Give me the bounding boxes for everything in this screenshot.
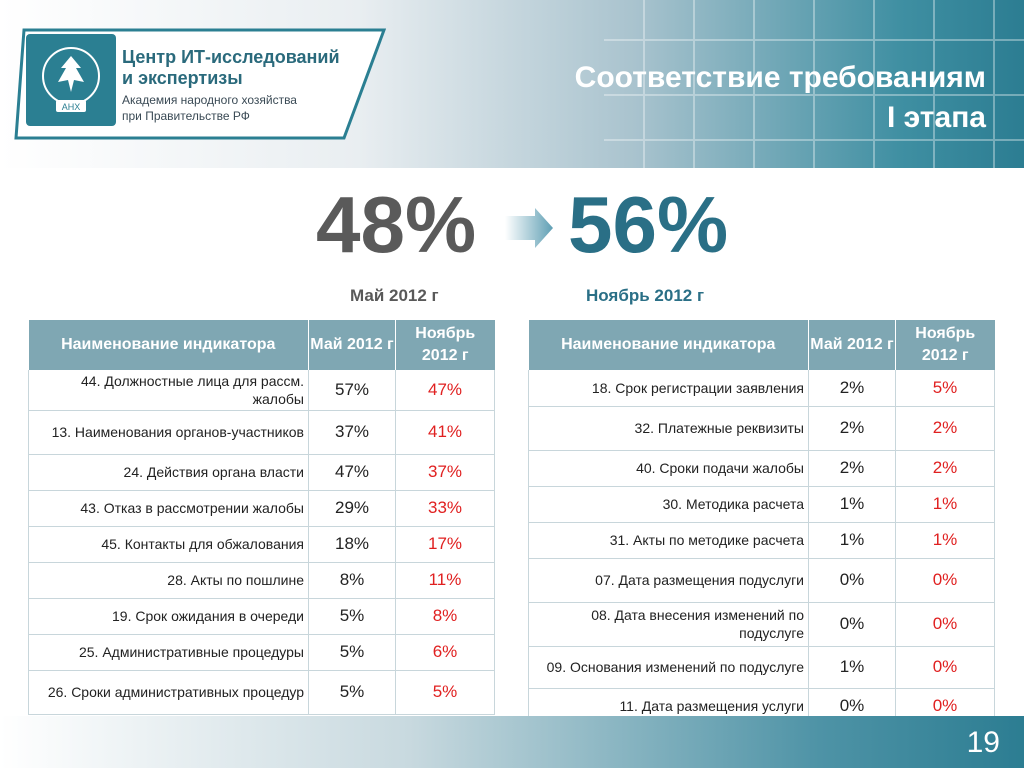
indicator-name: 18. Срок регистрации заявления: [528, 370, 809, 407]
nov-value: 0%: [895, 646, 995, 689]
from-label: Май 2012 г: [350, 286, 439, 305]
may-value: 0%: [808, 602, 896, 647]
nov-value: 6%: [395, 634, 495, 671]
nov-value: 2%: [895, 450, 995, 487]
nov-value: 0%: [895, 558, 995, 603]
indicator-name: 32. Платежные реквизиты: [528, 406, 809, 451]
from-percentage: 48%: [316, 180, 477, 269]
slide-title: Соответствие требованиям I этапа: [575, 58, 986, 138]
nov-value: 8%: [395, 598, 495, 635]
slide-title-line2: I этапа: [886, 101, 986, 134]
may-value: 5%: [308, 634, 396, 671]
logo-subtitle-line2: при Правительстве РФ: [122, 109, 250, 123]
to-percentage: 56%: [568, 180, 729, 269]
may-value: 8%: [308, 562, 396, 599]
nov-value: 5%: [395, 670, 495, 715]
nov-value: 1%: [895, 486, 995, 523]
nov-value: 0%: [895, 602, 995, 647]
table-row: 07. Дата размещения подуслуги 0% 0%: [528, 558, 995, 603]
table-row: 32. Платежные реквизиты 2% 2%: [528, 406, 995, 451]
indicator-name: 30. Методика расчета: [528, 486, 809, 523]
nov-value: 11%: [395, 562, 495, 599]
may-value: 18%: [308, 526, 396, 563]
indicator-name: 19. Срок ожидания в очереди: [28, 598, 309, 635]
may-value: 1%: [808, 522, 896, 559]
table-row: 45. Контакты для обжалования 18% 17%: [28, 526, 495, 563]
indicator-name: 26. Сроки административных процедур: [28, 670, 309, 715]
indicator-name: 28. Акты по пошлине: [28, 562, 309, 599]
nov-value: 5%: [895, 370, 995, 407]
logo-title-line1: Центр ИТ-исследований: [122, 47, 340, 67]
table-row: 25. Административные процедуры 5% 6%: [28, 634, 495, 671]
indicator-name: 24. Действия органа власти: [28, 454, 309, 491]
indicator-name: 25. Административные процедуры: [28, 634, 309, 671]
col-header-may: Май 2012 г: [808, 320, 896, 370]
indicator-name: 45. Контакты для обжалования: [28, 526, 309, 563]
col-header-name: Наименование индикатора: [528, 320, 809, 370]
nov-value: 37%: [395, 454, 495, 491]
may-value: 47%: [308, 454, 396, 491]
col-header-nov: Ноябрь 2012 г: [895, 320, 995, 370]
indicator-name: 13. Наименования органов-участников: [28, 410, 309, 455]
indicator-name: 08. Дата внесения изменений по подуслуге: [528, 602, 809, 647]
indicator-name: 31. Акты по методике расчета: [528, 522, 809, 559]
may-value: 2%: [808, 450, 896, 487]
table-row: 24. Действия органа власти 47% 37%: [28, 454, 495, 491]
nov-value: 1%: [895, 522, 995, 559]
may-value: 2%: [808, 406, 896, 451]
emblem-icon: АНХ: [26, 34, 116, 126]
indicator-name: 43. Отказ в рассмотрении жалобы: [28, 490, 309, 527]
may-value: 29%: [308, 490, 396, 527]
indicators-table-left: Наименование индикатора Май 2012 г Ноябр…: [28, 320, 495, 715]
nov-value: 47%: [395, 370, 495, 411]
table-row: 26. Сроки административных процедур 5% 5%: [28, 670, 495, 715]
table-row: 13. Наименования органов-участников 37% 41…: [28, 410, 495, 455]
indicators-table-right: Наименование индикатора Май 2012 г Ноябр…: [528, 320, 995, 725]
svg-text:АНХ: АНХ: [62, 102, 81, 112]
may-value: 0%: [808, 558, 896, 603]
nov-value: 41%: [395, 410, 495, 455]
table-row: 08. Дата внесения изменений по подуслуге…: [528, 602, 995, 647]
nov-value: 17%: [395, 526, 495, 563]
arrow-right-icon: [505, 208, 553, 248]
to-label: Ноябрь 2012 г: [586, 286, 705, 305]
table-row: 44. Должностные лица для рассм. жалобы 57…: [28, 370, 495, 411]
footer-bar: [0, 716, 1024, 768]
may-value: 5%: [308, 670, 396, 715]
table-row: 40. Сроки подачи жалобы 2% 2%: [528, 450, 995, 487]
table-row: 43. Отказ в рассмотрении жалобы 29% 33%: [28, 490, 495, 527]
may-value: 5%: [308, 598, 396, 635]
col-header-may: Май 2012 г: [308, 320, 396, 370]
may-value: 1%: [808, 486, 896, 523]
indicator-name: 44. Должностные лица для рассм. жалобы: [28, 370, 309, 411]
logo-title-line2: и экспертизы: [122, 68, 243, 88]
table-row: 18. Срок регистрации заявления 2% 5%: [528, 370, 995, 407]
page-number: 19: [966, 726, 1000, 759]
may-value: 37%: [308, 410, 396, 455]
col-header-nov: Ноябрь 2012 г: [395, 320, 495, 370]
indicator-name: 40. Сроки подачи жалобы: [528, 450, 809, 487]
col-header-name: Наименование индикатора: [28, 320, 309, 370]
table-row: 31. Акты по методике расчета 1% 1%: [528, 522, 995, 559]
table-row: 09. Основания изменений по подуслуге 1% 0%: [528, 646, 995, 689]
may-value: 1%: [808, 646, 896, 689]
nov-value: 2%: [895, 406, 995, 451]
slide-title-line1: Соответствие требованиям: [574, 61, 986, 94]
table-row: 30. Методика расчета 1% 1%: [528, 486, 995, 523]
may-value: 2%: [808, 370, 896, 407]
nov-value: 33%: [395, 490, 495, 527]
indicator-name: 09. Основания изменений по подуслуге: [528, 646, 809, 689]
logo-subtitle-line1: Академия народного хозяйства: [122, 93, 297, 107]
header-banner: АНХ Центр ИТ-исследований и экспертизы А…: [0, 0, 1024, 168]
decorative-stripes: [604, 0, 1024, 168]
indicator-name: 07. Дата размещения подуслуги: [528, 558, 809, 603]
table-row: 28. Акты по пошлине 8% 11%: [28, 562, 495, 599]
may-value: 57%: [308, 370, 396, 411]
table-row: 19. Срок ожидания в очереди 5% 8%: [28, 598, 495, 635]
